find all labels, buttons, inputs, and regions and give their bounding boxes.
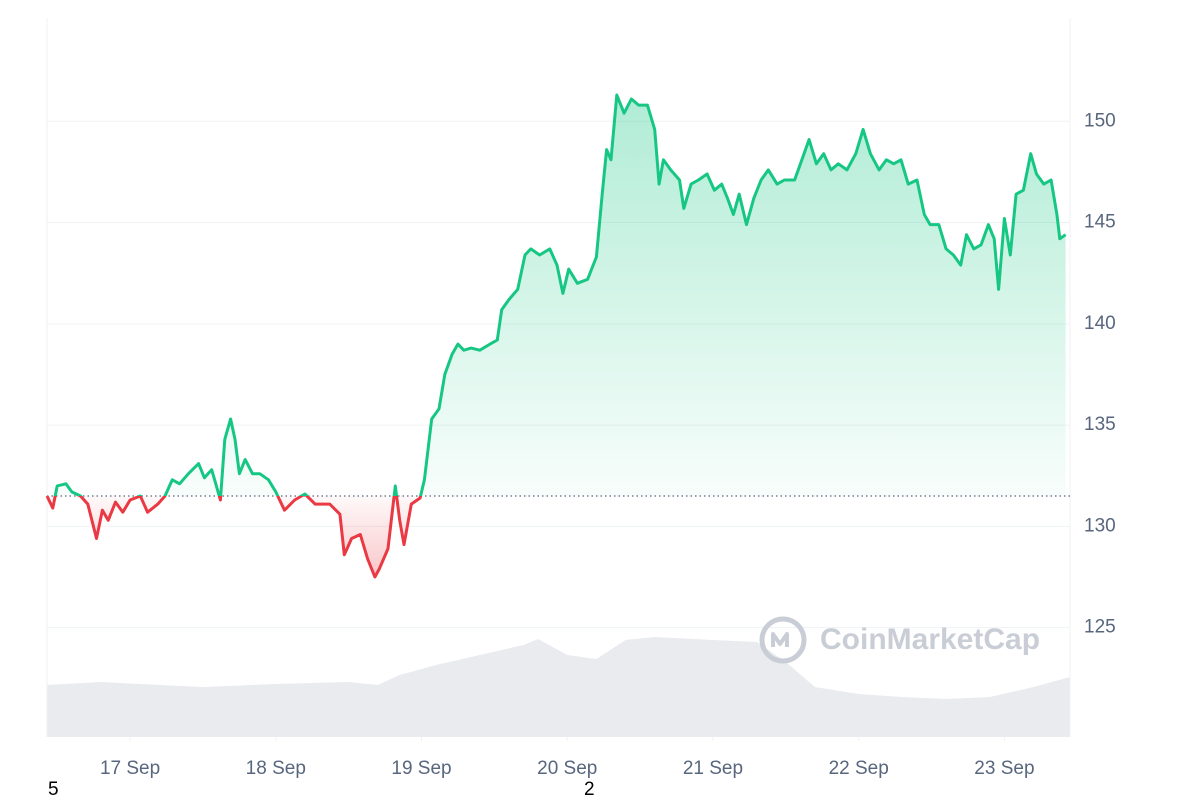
x-tick-label: 23 Sep — [974, 758, 1034, 779]
x-tick-label: 18 Sep — [246, 758, 306, 779]
watermark — [759, 616, 807, 664]
y-tick-label: 140 — [1084, 313, 1116, 334]
x-tick-label: 22 Sep — [829, 758, 889, 779]
footer-label: 5 — [48, 779, 59, 800]
watermark-logo — [759, 616, 807, 664]
x-tick-label: 21 Sep — [683, 758, 743, 779]
y-tick-label: 135 — [1084, 414, 1116, 435]
watermark-logo-mark — [771, 632, 789, 647]
y-tick-label: 145 — [1084, 212, 1116, 233]
x-tick-label: 19 Sep — [391, 758, 451, 779]
x-tick-label: 20 Sep — [537, 758, 597, 779]
price-line — [45, 93, 1067, 579]
y-tick-label: 125 — [1084, 617, 1116, 638]
price-area — [47, 95, 1066, 577]
volume-area — [47, 637, 1070, 737]
footer-label: 2 — [584, 779, 595, 800]
x-tick-label: 17 Sep — [100, 758, 160, 779]
y-tick-label: 130 — [1084, 515, 1116, 536]
watermark-text: CoinMarketCap — [820, 623, 1040, 656]
y-tick-label: 150 — [1084, 110, 1116, 131]
